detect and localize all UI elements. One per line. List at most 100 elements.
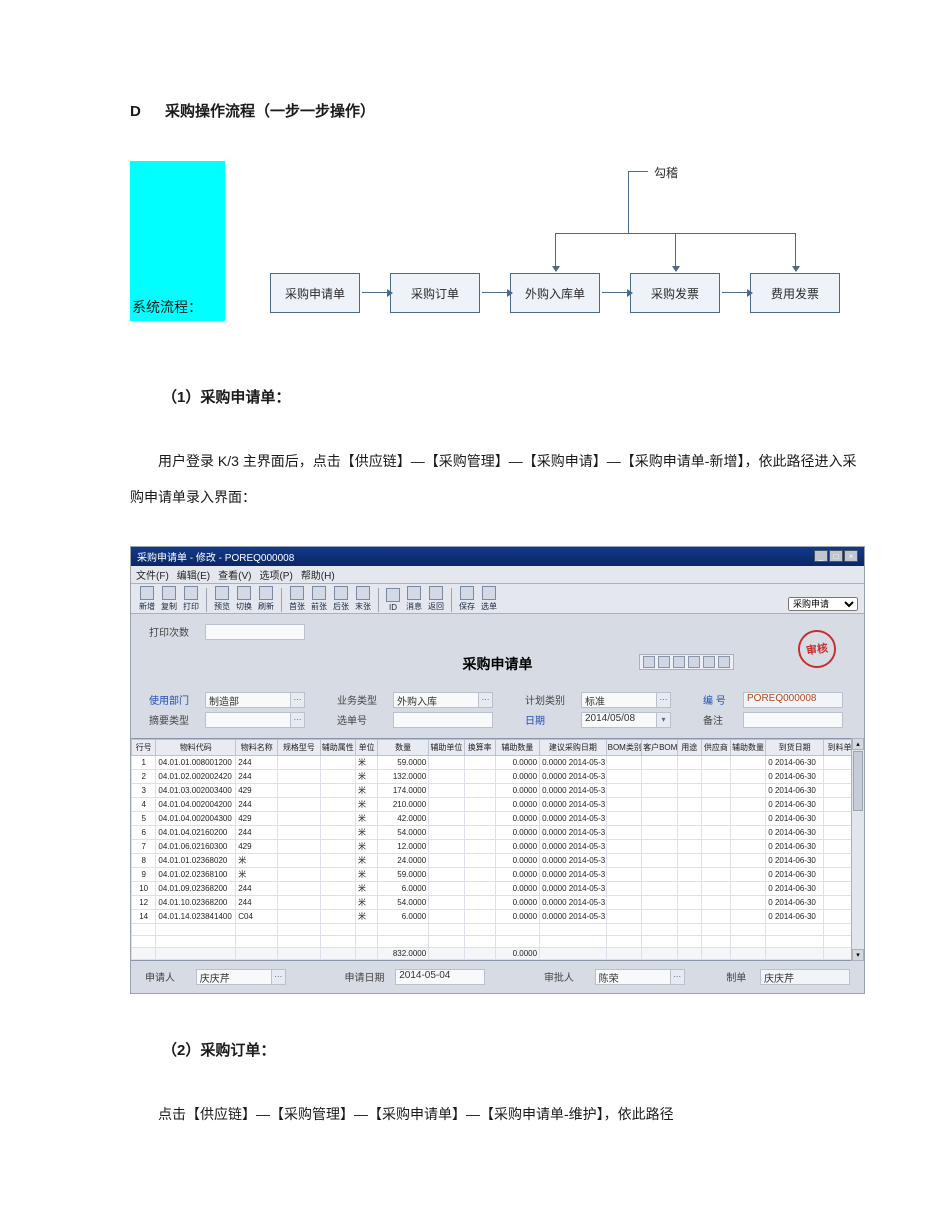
picker-icon[interactable]: ⋯ <box>670 970 684 984</box>
grid-col-header[interactable]: 辅助单位 <box>429 739 464 755</box>
grid-cell[interactable]: 米 <box>356 881 378 895</box>
grid-cell[interactable] <box>730 909 765 923</box>
grid-cell[interactable]: 6.0000 <box>378 909 429 923</box>
grid-cell[interactable]: 1 <box>132 755 156 769</box>
grid-cell[interactable] <box>701 839 730 853</box>
grid-cell[interactable]: 0.0000 2014-05-31 <box>540 881 607 895</box>
grid-cell[interactable] <box>730 825 765 839</box>
grid-cell[interactable]: 5 <box>132 811 156 825</box>
grid-cell[interactable]: 14 <box>132 909 156 923</box>
choose-input[interactable] <box>393 712 493 728</box>
grid-cell[interactable] <box>677 825 701 839</box>
grid-cell[interactable]: 04.01.04.002004300 <box>156 811 236 825</box>
grid-cell[interactable] <box>730 797 765 811</box>
grid-cell[interactable] <box>606 825 641 839</box>
grid-cell[interactable] <box>606 783 641 797</box>
picker-icon[interactable]: ⋯ <box>478 693 492 707</box>
grid-cell[interactable]: 0 2014-06-30 <box>766 867 824 881</box>
grid-cell[interactable] <box>730 853 765 867</box>
grid-cell[interactable] <box>429 895 464 909</box>
grid-col-header[interactable]: 到货日期 <box>766 739 824 755</box>
grid-cell[interactable]: 米 <box>356 783 378 797</box>
grid-col-header[interactable]: 辅助数量 <box>495 739 539 755</box>
grid-cell[interactable] <box>677 783 701 797</box>
grid-cell[interactable] <box>606 853 641 867</box>
grid-cell[interactable]: 0 2014-06-30 <box>766 797 824 811</box>
grid-cell[interactable] <box>278 839 320 853</box>
grid-cell[interactable] <box>642 867 677 881</box>
grid-cell[interactable] <box>677 811 701 825</box>
picker-icon[interactable]: ⋯ <box>656 693 670 707</box>
grid-cell[interactable] <box>320 853 355 867</box>
grid-cell[interactable]: 59.0000 <box>378 755 429 769</box>
menu-item[interactable]: 选项(P) <box>259 571 292 582</box>
toolbar-新增[interactable]: 新增 <box>137 586 157 612</box>
grid-cell[interactable]: 0.0000 <box>495 769 539 783</box>
grid-cell[interactable]: 24.0000 <box>378 853 429 867</box>
grid-cell[interactable] <box>464 755 495 769</box>
grid-cell[interactable]: 0.0000 <box>495 825 539 839</box>
grid-cell[interactable]: 米 <box>356 909 378 923</box>
table-row[interactable]: 604.01.04.02160200244米54.00000.00000.000… <box>132 825 864 839</box>
toolbar-选单[interactable]: 选单 <box>479 586 499 612</box>
grid-cell[interactable]: 9 <box>132 867 156 881</box>
grid-cell[interactable] <box>642 839 677 853</box>
menu-item[interactable]: 查看(V) <box>218 571 251 582</box>
grid-cell[interactable]: 244 <box>236 895 278 909</box>
table-row[interactable]: 1204.01.10.02368200244米54.00000.00000.00… <box>132 895 864 909</box>
grid-col-header[interactable]: 数量 <box>378 739 429 755</box>
grid-cell[interactable] <box>701 881 730 895</box>
grid-cell[interactable]: 0 2014-06-30 <box>766 755 824 769</box>
grid-cell[interactable]: 04.01.01.008001200 <box>156 755 236 769</box>
grid-cell[interactable]: 0.0000 <box>495 881 539 895</box>
grid-cell[interactable]: 0 2014-06-30 <box>766 881 824 895</box>
grid-cell[interactable] <box>701 825 730 839</box>
grid-col-header[interactable]: 用途 <box>677 739 701 755</box>
grid-cell[interactable]: 0 2014-06-30 <box>766 909 824 923</box>
grid-cell[interactable] <box>320 783 355 797</box>
grid-cell[interactable]: 244 <box>236 881 278 895</box>
dept-input[interactable]: 制造部⋯ <box>205 692 305 708</box>
toolbar-末张[interactable]: 末张 <box>353 586 373 612</box>
grid-cell[interactable] <box>606 755 641 769</box>
grid-cell[interactable] <box>320 769 355 783</box>
grid-cell[interactable] <box>606 881 641 895</box>
grid-cell[interactable]: 0.0000 <box>495 909 539 923</box>
scroll-thumb[interactable] <box>853 751 863 811</box>
toolbar-打印[interactable]: 打印 <box>181 586 201 612</box>
grid-cell[interactable] <box>701 797 730 811</box>
appdate-input[interactable]: 2014-05-04 <box>395 969 485 985</box>
grid-cell[interactable]: 0.0000 2014-05-31 <box>540 755 607 769</box>
grid-cell[interactable]: 米 <box>236 853 278 867</box>
grid-cell[interactable] <box>278 825 320 839</box>
grid-cell[interactable]: 0.0000 2014-05-31 <box>540 825 607 839</box>
table-row[interactable]: 104.01.01.008001200244米59.00000.00000.00… <box>132 755 864 769</box>
grid-cell[interactable] <box>701 909 730 923</box>
grid-cell[interactable] <box>429 755 464 769</box>
grid-cell[interactable]: 429 <box>236 783 278 797</box>
grid-cell[interactable] <box>278 755 320 769</box>
grid-cell[interactable] <box>464 881 495 895</box>
menu-item[interactable]: 帮助(H) <box>301 571 335 582</box>
grid-cell[interactable]: 2 <box>132 769 156 783</box>
grid-cell[interactable] <box>730 867 765 881</box>
table-row[interactable]: 904.01.02.02368100米米59.00000.00000.0000 … <box>132 867 864 881</box>
grid-cell[interactable]: 0.0000 <box>495 811 539 825</box>
grid-cell[interactable] <box>730 769 765 783</box>
mini-tool-icon[interactable] <box>673 656 685 668</box>
grid-cell[interactable]: 174.0000 <box>378 783 429 797</box>
toolbar-刷新[interactable]: 刷新 <box>256 586 276 612</box>
grid-cell[interactable]: 244 <box>236 797 278 811</box>
grid-cell[interactable]: 04.01.03.002003400 <box>156 783 236 797</box>
grid-cell[interactable] <box>464 797 495 811</box>
grid-cell[interactable]: 04.01.02.002002420 <box>156 769 236 783</box>
mini-tool-icon[interactable] <box>658 656 670 668</box>
grid-cell[interactable]: 04.01.02.02368100 <box>156 867 236 881</box>
grid-cell[interactable] <box>464 853 495 867</box>
table-row[interactable]: 204.01.02.002002420244米132.00000.00000.0… <box>132 769 864 783</box>
grid-cell[interactable]: 0.0000 2014-05-31 <box>540 853 607 867</box>
grid-col-header[interactable]: BOM类别 <box>606 739 641 755</box>
grid-cell[interactable]: 54.0000 <box>378 895 429 909</box>
grid-cell[interactable] <box>606 867 641 881</box>
grid-cell[interactable] <box>642 881 677 895</box>
